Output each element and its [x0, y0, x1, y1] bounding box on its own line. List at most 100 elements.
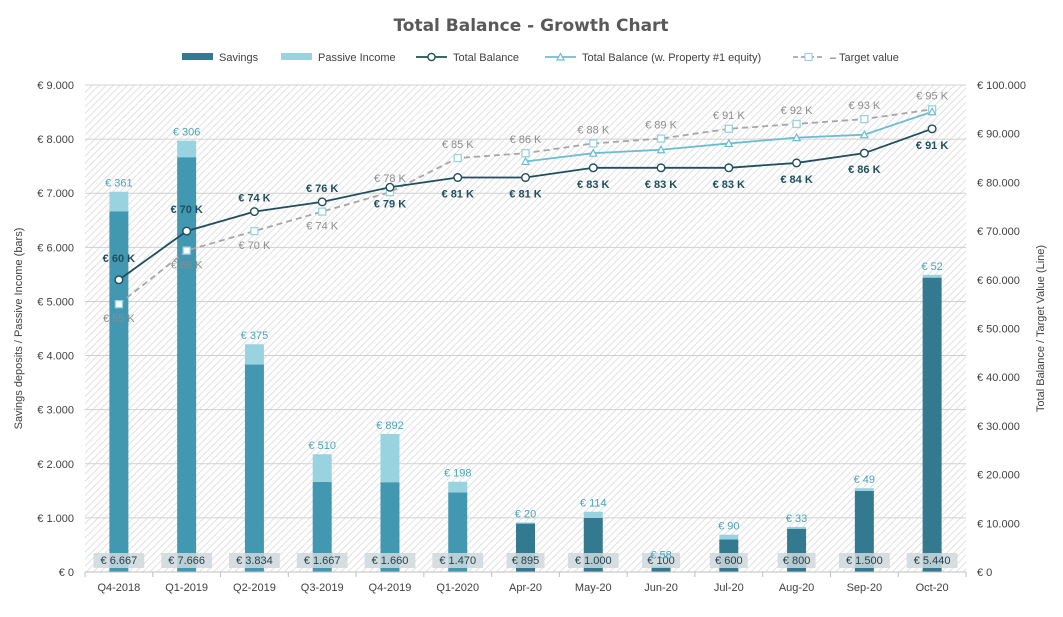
y2-tick-label: € 100.000	[977, 80, 1026, 92]
axes-layer: € 0 € 1.000 € 2.000 € 3.000 € 4.000 € 5.000 € …	[37, 80, 1026, 594]
y2-tick-label: € 60.000	[977, 275, 1020, 287]
y-tick-label: € 1.000	[37, 513, 74, 525]
legend-label: Total Balance (w. Property #1 equity)	[582, 52, 761, 64]
y-tick-label: € 9.000	[37, 80, 74, 92]
passive-income-bar	[244, 344, 264, 365]
savings-value-label: € 7.666	[168, 555, 205, 567]
x-tick-label: Jun-20	[644, 582, 678, 594]
savings-value-label: € 100	[647, 555, 675, 567]
savings-value-label: € 800	[783, 555, 811, 567]
total-balance-marker	[385, 182, 395, 192]
savings-label-box	[506, 553, 545, 568]
legend-swatch	[182, 53, 213, 60]
passive-income-bar	[448, 481, 468, 493]
savings-value-label: € 600	[715, 555, 743, 567]
savings-label-box	[777, 553, 816, 568]
passive-income-label: € 892	[376, 420, 404, 432]
total-balance-marker	[724, 163, 734, 173]
total-balance-label: € 81 K	[509, 189, 541, 201]
total-balance-marker	[317, 197, 327, 207]
savings-label-box	[432, 553, 484, 568]
x-tick-label: Q1-2020	[436, 582, 479, 594]
savings-label-box	[296, 553, 348, 568]
legend: Savings Passive Income Total Balance Total …	[182, 52, 899, 64]
x-tick-label: May-20	[575, 582, 612, 594]
passive-income-bar	[109, 191, 129, 212]
y-tick-label: € 4.000	[37, 351, 74, 363]
data-labels-layer: € 6.667 € 7.666 € 3.834 € 1.667 € 1.660 € 1.4…	[93, 90, 958, 568]
legend-label: Total Balance	[453, 52, 519, 64]
x-tick-label: Q4-2019	[369, 582, 412, 594]
x-tick-label: Q4-2018	[97, 582, 140, 594]
target-value-label: € 95 K	[916, 90, 948, 102]
target-value-label: € 93 K	[848, 100, 880, 112]
total-balance-marker	[792, 158, 802, 168]
savings-value-label: € 5.440	[914, 555, 951, 567]
savings-label-box	[567, 553, 619, 568]
x-tick-label: Oct-20	[916, 582, 949, 594]
total-balance-label: € 60 K	[103, 253, 135, 265]
total-balance-label: € 83 K	[713, 179, 745, 191]
total-balance-label: € 91 K	[916, 140, 948, 152]
savings-bar	[651, 566, 671, 572]
passive-income-bar	[583, 511, 603, 518]
target-value-label: € 70 K	[239, 240, 271, 252]
savings-bar	[922, 277, 942, 572]
savings-bar	[312, 481, 332, 572]
target-value-marker	[860, 114, 869, 124]
property-balance-marker	[656, 145, 666, 154]
savings-bar	[380, 482, 400, 572]
savings-label-box	[906, 553, 958, 568]
passive-income-label: € 58	[650, 549, 671, 561]
savings-bar	[244, 364, 264, 572]
y2-tick-label: € 40.000	[977, 372, 1020, 384]
savings-bar	[177, 157, 197, 573]
x-tick-label: Q2-2019	[233, 582, 276, 594]
total-balance-marker	[656, 163, 666, 173]
property-balance-marker	[859, 129, 869, 139]
legend-marker	[804, 52, 813, 62]
target-value-label: € 86 K	[510, 134, 542, 146]
passive-income-bar	[380, 433, 400, 483]
total-balance-label: € 83 K	[577, 179, 609, 191]
passive-income-label: € 510	[308, 440, 336, 452]
legend-swatch	[281, 53, 312, 60]
target-value-marker	[589, 139, 598, 148]
total-balance-label: € 81 K	[442, 189, 474, 201]
y2-tick-label: € 80.000	[977, 177, 1020, 189]
savings-label-box	[838, 553, 890, 568]
property-balance-marker	[724, 138, 734, 148]
passive-income-bar	[922, 274, 942, 278]
y2-tick-label: € 20.000	[977, 470, 1020, 482]
y-tick-label: € 0	[59, 567, 74, 579]
y2-tick-label: € 0	[977, 567, 992, 579]
plot-area	[85, 85, 966, 572]
property-balance-marker	[588, 148, 598, 157]
target-value-label: € 89 K	[645, 120, 677, 132]
y2-tick-label: € 70.000	[977, 226, 1020, 238]
passive-income-label: € 90	[718, 521, 739, 533]
target-value-marker	[724, 124, 733, 133]
y2-tick-label: € 50.000	[977, 324, 1020, 336]
savings-value-label: € 1.470	[439, 555, 476, 567]
passive-income-label: € 114	[580, 498, 607, 510]
savings-bar	[448, 492, 468, 572]
target-value-label: € 91 K	[713, 110, 745, 122]
lines-layer	[114, 105, 937, 309]
property-balance-marker	[520, 156, 531, 166]
passive-income-label: € 375	[241, 330, 269, 342]
y2-tick-label: € 30.000	[977, 421, 1020, 433]
target-value-marker	[114, 299, 124, 309]
total-balance-marker	[114, 275, 124, 285]
target-value-label: € 55 K	[103, 313, 135, 325]
y-tick-label: € 6.000	[37, 242, 74, 254]
total-balance-label: € 76 K	[306, 183, 338, 195]
savings-bar	[109, 211, 129, 573]
total-balance-marker	[859, 148, 869, 158]
x-tick-label: Q1-2019	[165, 582, 208, 594]
legend-label: – Target value	[830, 52, 899, 64]
savings-value-label: € 1.667	[304, 555, 341, 567]
target-value-marker	[656, 134, 666, 143]
